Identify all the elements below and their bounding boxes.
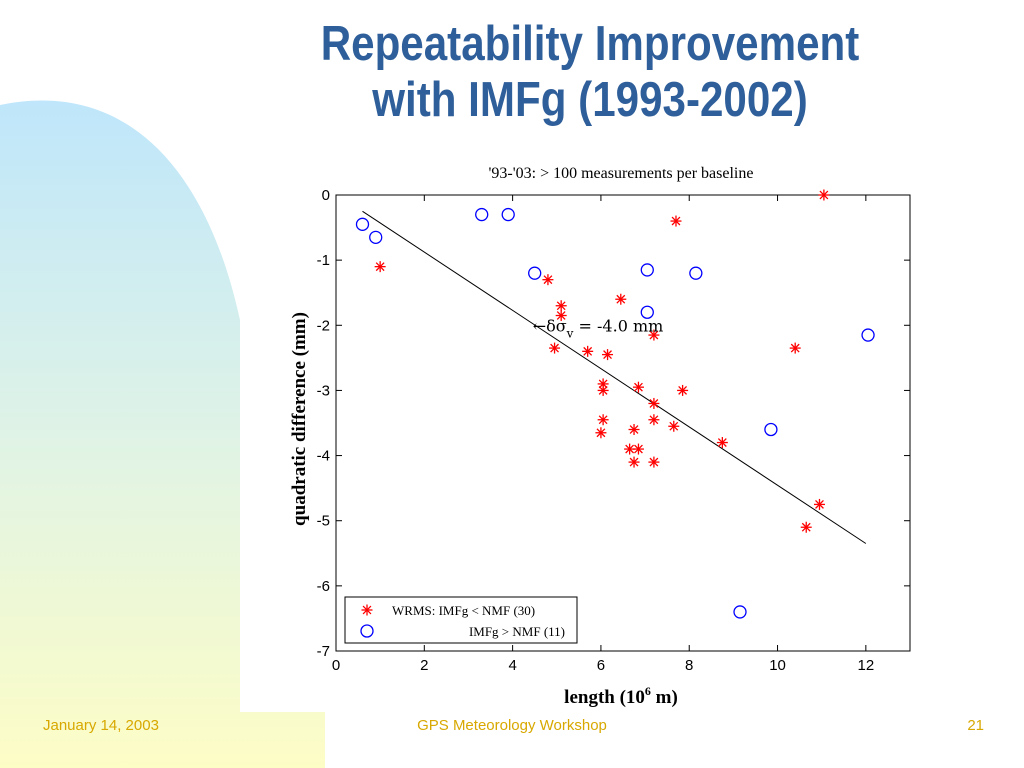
y-tick-label: 0	[322, 187, 330, 204]
slide-title: Repeatability Improvement with IMFg (199…	[229, 16, 951, 128]
data-point-star	[602, 349, 614, 361]
legend-marker-star	[361, 604, 373, 616]
slide-title-line2: with IMFg (1993-2002)	[372, 73, 808, 127]
data-point-star	[615, 293, 627, 305]
data-point-circle	[369, 230, 383, 244]
y-tick-label: -4	[317, 448, 330, 465]
legend-label: WRMS: IMFg < NMF (30)	[392, 603, 535, 618]
data-point-star	[549, 342, 561, 354]
x-tick-label: 0	[332, 657, 340, 674]
y-axis-label: quadratic difference (mm)	[289, 312, 310, 526]
legend-marker-circle	[360, 624, 374, 638]
plot-frame	[335, 194, 911, 652]
y-tick-label: -1	[317, 252, 330, 269]
y-tick-label: -3	[317, 382, 330, 399]
data-point-star	[818, 189, 830, 201]
x-tick-label: 4	[508, 657, 516, 674]
data-point-circle	[640, 305, 654, 319]
data-point-star	[555, 300, 567, 312]
slide-title-line1: Repeatability Improvement	[320, 17, 860, 71]
data-point-star	[597, 384, 609, 396]
data-point-circle	[689, 266, 703, 280]
data-point-star	[670, 215, 682, 227]
data-point-star	[648, 456, 660, 468]
data-point-star	[813, 498, 825, 510]
data-point-star	[542, 274, 554, 286]
y-tick-label: -5	[317, 513, 330, 530]
data-point-star	[582, 345, 594, 357]
data-point-circle	[355, 217, 370, 231]
annotation-text: ←δσv = -4.0 mm	[533, 316, 664, 340]
data-point-circle	[861, 328, 875, 342]
data-point-star	[648, 329, 660, 341]
chart-panel: '93-'03: > 100 measurements per baseline…	[240, 160, 916, 712]
data-point-circle	[475, 207, 489, 222]
x-axis-label: length (106 m)	[564, 684, 678, 708]
footer-page-number: 21	[967, 717, 984, 734]
data-point-circle	[501, 207, 515, 222]
x-axis-label-suffix: m)	[651, 687, 678, 708]
chart-title: '93-'03: > 100 measurements per baseline	[489, 165, 754, 182]
data-point-star	[597, 414, 609, 426]
scatter-chart: '93-'03: > 100 measurements per baseline…	[289, 165, 911, 708]
data-point-star	[677, 384, 689, 396]
data-point-star	[648, 397, 660, 409]
x-axis-label-prefix: length (10	[564, 687, 645, 708]
data-point-star	[648, 414, 660, 426]
data-point-star	[668, 420, 680, 432]
x-tick-label: 12	[858, 657, 875, 674]
footer-date: January 14, 2003	[43, 717, 159, 734]
footer-workshop-name: GPS Meteorology Workshop	[417, 717, 607, 734]
data-point-star	[595, 427, 607, 439]
data-point-circle	[733, 605, 747, 619]
data-point-star	[374, 261, 386, 273]
data-point-star	[800, 521, 812, 533]
data-point-circle	[640, 263, 654, 277]
data-point-star	[789, 342, 801, 354]
data-point-star	[628, 456, 640, 468]
data-point-star	[555, 310, 567, 322]
data-point-circle	[764, 422, 778, 437]
y-tick-label: -7	[317, 643, 330, 660]
data-point-star	[632, 443, 644, 455]
legend-box	[344, 596, 578, 644]
x-tick-label: 8	[685, 657, 693, 674]
legend-label: IMFg > NMF (11)	[469, 624, 565, 639]
y-tick-label: -2	[317, 317, 330, 334]
regression-line	[362, 210, 867, 544]
data-point-star	[716, 437, 728, 449]
x-tick-label: 10	[769, 657, 786, 674]
data-point-star	[628, 424, 640, 436]
data-point-circle	[528, 266, 542, 280]
y-tick-label: -6	[317, 578, 330, 595]
x-tick-label: 2	[420, 657, 428, 674]
data-point-star	[632, 381, 644, 393]
x-axis-label-exponent: 6	[645, 684, 651, 698]
x-tick-label: 6	[597, 657, 605, 674]
